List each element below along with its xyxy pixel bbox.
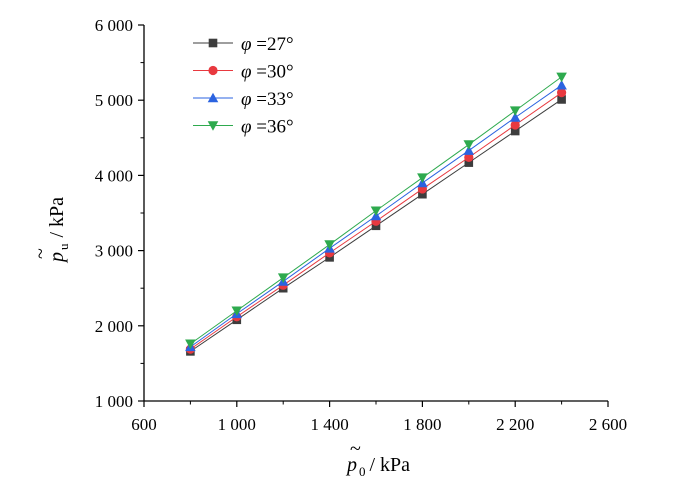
y-tick-label: 2 000: [95, 317, 133, 336]
data-point: [418, 189, 427, 199]
legend-label: φ =30°: [241, 62, 294, 83]
data-point: [464, 152, 474, 162]
y-tick-label: 1 000: [95, 392, 133, 411]
data-point: [557, 95, 566, 104]
data-point: [556, 72, 567, 83]
series-layer: [185, 72, 567, 356]
legend-label: φ =36°: [241, 117, 294, 138]
legend-marker: [207, 92, 219, 103]
legend-marker: [208, 65, 218, 76]
data-point: [185, 339, 196, 350]
axis-labels: p 0/ kPa~pu/ kPa~: [30, 197, 410, 479]
legend-item: φ =33°: [193, 89, 294, 110]
y-axis-label: pu/ kPa: [46, 197, 71, 264]
data-point: [231, 306, 243, 317]
data-point: [417, 173, 428, 183]
data-point: [324, 240, 335, 250]
y-axis-tilde: ~: [30, 248, 52, 259]
y-tick-label: 5 000: [95, 91, 133, 110]
legend-item: φ =36°: [193, 117, 294, 138]
legend-marker: [207, 121, 219, 131]
x-tick-label: 1 800: [403, 415, 441, 434]
data-point: [510, 120, 520, 130]
x-tick-label: 2 600: [589, 415, 627, 434]
x-tick-label: 1 000: [218, 415, 256, 434]
data-point: [464, 158, 474, 167]
legend-marker: [208, 38, 218, 48]
legend-item: φ =27°: [193, 34, 294, 55]
legend: φ =27° φ =30° φ =33° φ =36°: [193, 34, 294, 138]
legend-label: φ =33°: [241, 89, 294, 110]
y-tick-label: 4 000: [95, 166, 133, 185]
data-point: [509, 106, 521, 117]
y-tick-label: 3 000: [95, 242, 133, 261]
legend-item: φ =30°: [193, 62, 294, 83]
y-axis-title: pu/ kPa~: [30, 197, 71, 264]
x-tick-label: 1 400: [310, 415, 348, 434]
series-3: [185, 72, 567, 350]
data-point: [557, 88, 567, 98]
data-point: [370, 206, 382, 217]
x-tick-label: 2 200: [496, 415, 534, 434]
data-point: [463, 140, 475, 150]
data-point: [277, 273, 289, 283]
legend-label: φ =27°: [241, 34, 294, 55]
x-axis-tilde: ~: [350, 438, 361, 460]
data-point: [509, 112, 521, 122]
y-tick-label: 6 000: [95, 16, 133, 35]
data-point: [510, 126, 520, 136]
data-point: [463, 145, 475, 155]
x-axis-label: p 0/ kPa: [345, 454, 410, 479]
x-tick-label: 600: [131, 415, 157, 434]
axes: 600 1 000 1 400 1 800 2 200 2 600 1 000 2 000 3 …: [95, 16, 627, 434]
data-point: [556, 79, 567, 90]
x-axis-title: p 0/ kPa~: [345, 438, 410, 479]
